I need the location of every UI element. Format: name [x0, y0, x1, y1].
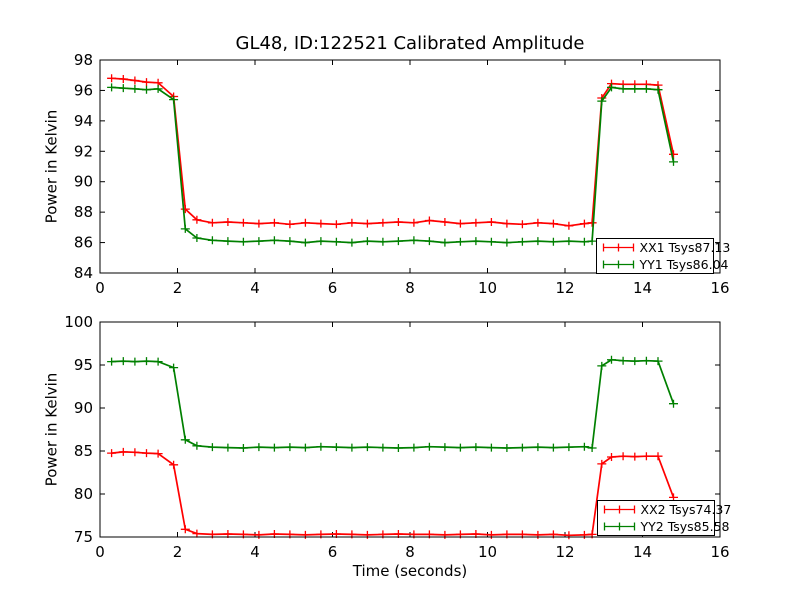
- y-tick-label: 100: [64, 313, 93, 331]
- series-line-YY2: [111, 358, 675, 449]
- y-tick-label: 90: [74, 173, 93, 191]
- legend-label: YY2 Tsys85.58: [640, 519, 730, 534]
- y-tick-label: 86: [74, 234, 93, 252]
- x-tick-label: 8: [405, 279, 415, 297]
- y-tick-label: 92: [74, 142, 93, 160]
- y-tick-label: 75: [74, 528, 93, 546]
- x-tick-label: 4: [250, 279, 260, 297]
- x-tick-label: 2: [173, 279, 183, 297]
- legend-label: XX2 Tsys74.37: [641, 502, 732, 517]
- x-tick-label: 8: [405, 543, 415, 561]
- x-tick-label: 0: [95, 279, 105, 297]
- legend-label: YY1 Tsys86.04: [639, 257, 729, 272]
- y-tick-label: 95: [74, 356, 93, 374]
- x-tick-label: 14: [633, 279, 652, 297]
- y-tick-label: 84: [74, 264, 93, 282]
- legend-symbol: [602, 243, 635, 252]
- x-tick-label: 4: [250, 543, 260, 561]
- x-tick-label: 16: [710, 279, 729, 297]
- x-axis-label: Time (seconds): [352, 562, 468, 580]
- series-markers-XX2: [107, 447, 678, 540]
- y-tick-label: 94: [74, 112, 93, 130]
- series-markers-YY2: [107, 355, 678, 452]
- legend-symbol: [603, 505, 636, 514]
- chart-title: GL48, ID:122521 Calibrated Amplitude: [235, 33, 585, 54]
- legend: XX2 Tsys74.37 YY2 Tsys85.58: [597, 500, 732, 536]
- legend-label: XX1 Tsys87.13: [640, 240, 731, 255]
- y-tick-label: 96: [74, 81, 93, 99]
- legend-symbol: [602, 260, 635, 269]
- x-tick-label: 10: [478, 279, 497, 297]
- legend-box: [596, 238, 714, 274]
- legend-symbol: [603, 522, 636, 531]
- x-tick-label: 6: [328, 543, 338, 561]
- axes-frame: [99, 59, 721, 274]
- x-tick-label: 12: [555, 543, 574, 561]
- x-tick-label: 10: [478, 543, 497, 561]
- axes-frame: [99, 321, 721, 538]
- x-tick-label: 6: [328, 279, 338, 297]
- series-line-XX2: [111, 451, 675, 537]
- legend-box: [597, 500, 715, 536]
- y-tick-label: 90: [74, 399, 93, 417]
- series-markers-XX1: [107, 74, 678, 230]
- subplot-2: 0 2 4 6 8 10 12 14 16 75 80 85 90 95 100 XX2 Tsys74.37 Y…: [64, 313, 731, 561]
- series-line-XX1: [111, 77, 675, 227]
- x-tick-label: 0: [95, 543, 105, 561]
- y-tick-label: 98: [74, 51, 93, 69]
- y-tick-label: 88: [74, 203, 93, 221]
- series-markers-YY1: [107, 83, 678, 247]
- legend: XX1 Tsys87.13 YY1 Tsys86.04: [596, 238, 731, 274]
- x-tick-label: 12: [555, 279, 574, 297]
- subplot-1: 0 2 4 6 8 10 12 14 16 84 86 88 90 92 94 96 98 XX1 Tsys87.…: [74, 51, 730, 297]
- x-tick-label: 16: [710, 543, 729, 561]
- y-tick-label: 85: [74, 442, 93, 460]
- y-tick-label: 80: [74, 485, 93, 503]
- x-tick-label: 14: [633, 543, 652, 561]
- x-tick-label: 2: [173, 543, 183, 561]
